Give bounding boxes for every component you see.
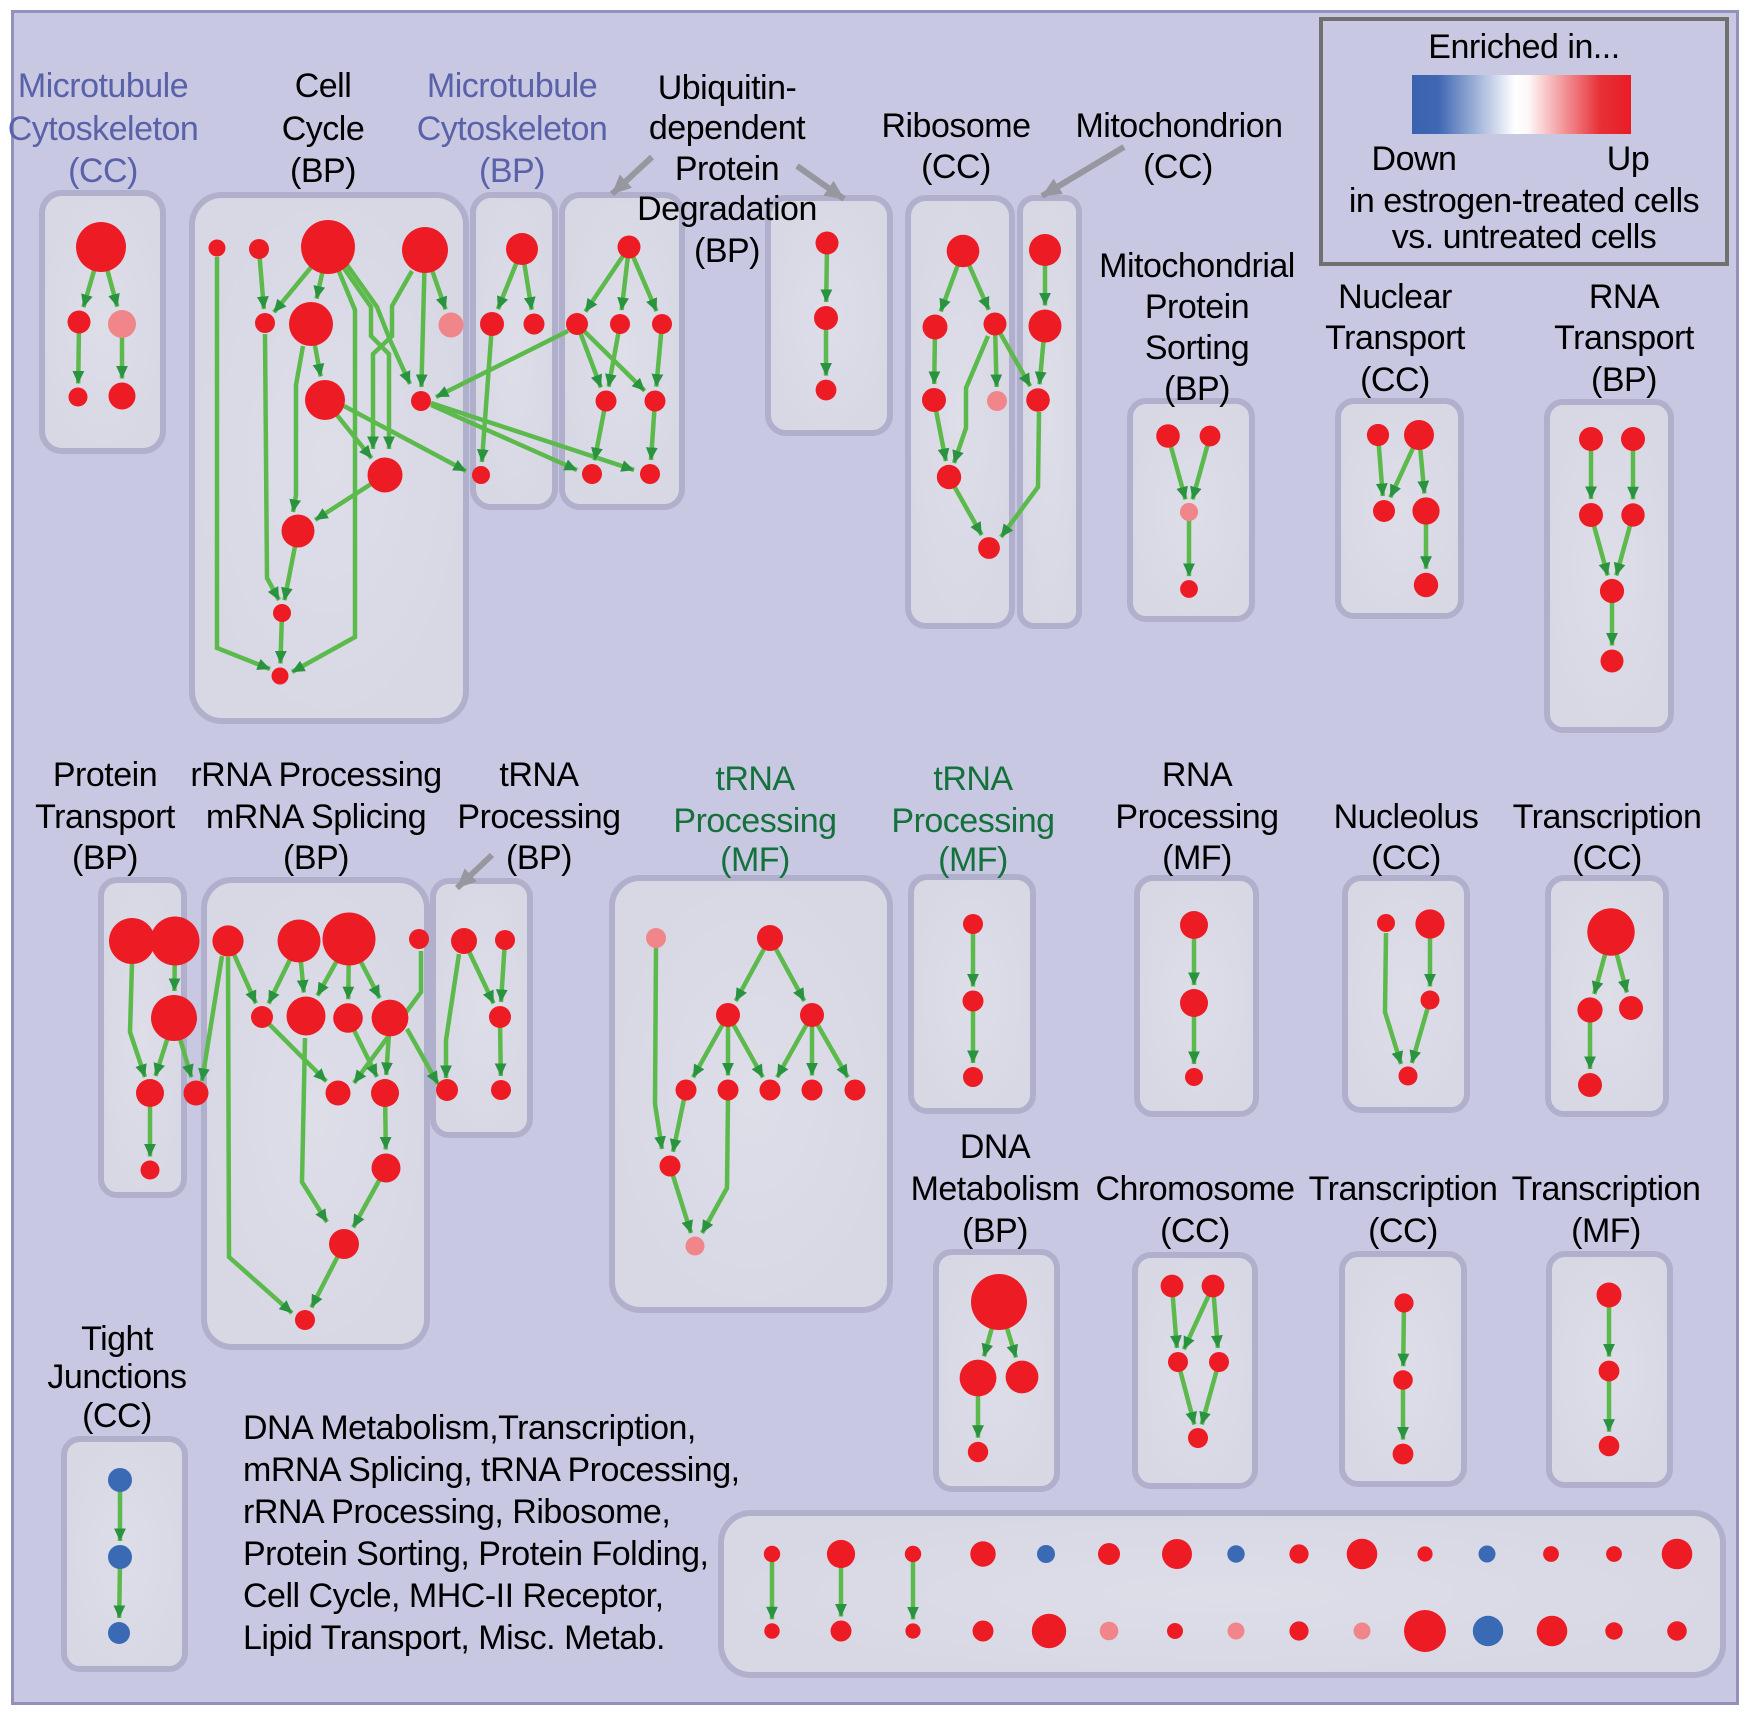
- svg-text:vs. untreated cells: vs. untreated cells: [1392, 218, 1657, 256]
- svg-text:(BP): (BP): [479, 152, 545, 190]
- svg-text:DNA: DNA: [960, 1128, 1031, 1166]
- svg-text:rRNA Processing: rRNA Processing: [190, 756, 441, 794]
- svg-text:mRNA Splicing: mRNA Splicing: [206, 798, 426, 836]
- svg-text:Lipid Transport, Misc. Metab.: Lipid Transport, Misc. Metab.: [243, 1619, 665, 1657]
- svg-text:Processing: Processing: [673, 802, 836, 840]
- svg-text:tRNA: tRNA: [933, 760, 1013, 798]
- svg-text:(CC): (CC): [1371, 839, 1441, 877]
- svg-text:RNA: RNA: [1162, 756, 1233, 794]
- svg-text:Mitochondrion: Mitochondrion: [1075, 107, 1282, 145]
- svg-text:Protein: Protein: [675, 150, 779, 188]
- svg-text:Nuclear: Nuclear: [1338, 278, 1452, 316]
- svg-text:Protein Sorting, Protein Foldi: Protein Sorting, Protein Folding,: [243, 1535, 708, 1573]
- svg-text:tRNA: tRNA: [715, 760, 795, 798]
- svg-text:Ribosome: Ribosome: [881, 107, 1030, 145]
- svg-text:Sorting: Sorting: [1145, 329, 1249, 367]
- svg-text:Cell Cycle, MHC-II Receptor,: Cell Cycle, MHC-II Receptor,: [243, 1577, 664, 1615]
- svg-text:tRNA: tRNA: [499, 756, 579, 794]
- svg-text:(CC): (CC): [1143, 148, 1213, 186]
- svg-text:RNA: RNA: [1589, 278, 1660, 316]
- svg-text:(CC): (CC): [921, 148, 991, 186]
- svg-text:Mitochondrial: Mitochondrial: [1099, 247, 1295, 285]
- svg-text:Transport: Transport: [1554, 319, 1695, 357]
- svg-text:(CC): (CC): [68, 152, 138, 190]
- svg-text:Transcription: Transcription: [1512, 1170, 1701, 1208]
- svg-text:Metabolism: Metabolism: [911, 1170, 1080, 1208]
- svg-text:(BP): (BP): [290, 152, 356, 190]
- svg-text:(BP): (BP): [1591, 361, 1657, 399]
- svg-text:Cytoskeleton: Cytoskeleton: [417, 110, 608, 148]
- svg-text:Processing: Processing: [1115, 798, 1278, 836]
- svg-text:Transport: Transport: [1325, 319, 1466, 357]
- svg-text:Transcription: Transcription: [1513, 798, 1702, 836]
- svg-text:Protein: Protein: [1145, 288, 1249, 326]
- svg-text:Up: Up: [1607, 140, 1649, 178]
- svg-text:(CC): (CC): [1572, 839, 1642, 877]
- svg-text:Transcription: Transcription: [1309, 1170, 1498, 1208]
- svg-text:Cycle: Cycle: [282, 110, 365, 148]
- svg-text:Enriched in...: Enriched in...: [1428, 28, 1619, 66]
- svg-text:(CC): (CC): [1160, 1212, 1230, 1250]
- svg-text:Protein: Protein: [53, 756, 157, 794]
- svg-text:(BP): (BP): [962, 1212, 1028, 1250]
- svg-text:rRNA Processing, Ribosome,: rRNA Processing, Ribosome,: [243, 1493, 670, 1531]
- svg-text:Down: Down: [1372, 140, 1457, 178]
- svg-text:DNA Metabolism,Transcription,: DNA Metabolism,Transcription,: [243, 1409, 696, 1447]
- svg-text:Junctions: Junctions: [47, 1358, 186, 1396]
- svg-text:(CC): (CC): [82, 1397, 152, 1435]
- svg-text:mRNA Splicing, tRNA Processing: mRNA Splicing, tRNA Processing,: [243, 1451, 740, 1489]
- svg-text:Cytoskeleton: Cytoskeleton: [8, 110, 199, 148]
- svg-text:Microtubule: Microtubule: [427, 67, 597, 105]
- svg-text:(BP): (BP): [283, 839, 349, 877]
- svg-text:Microtubule: Microtubule: [18, 67, 188, 105]
- svg-text:in estrogen-treated cells: in estrogen-treated cells: [1349, 182, 1699, 220]
- svg-text:Ubiquitin-: Ubiquitin-: [658, 69, 797, 107]
- svg-text:(MF): (MF): [938, 841, 1008, 879]
- svg-text:dependent: dependent: [649, 109, 806, 147]
- svg-text:(BP): (BP): [72, 839, 138, 877]
- svg-text:Transport: Transport: [35, 798, 176, 836]
- svg-text:(MF): (MF): [1162, 839, 1232, 877]
- svg-text:Chromosome: Chromosome: [1095, 1170, 1294, 1208]
- svg-text:Processing: Processing: [891, 802, 1054, 840]
- svg-text:Nucleolus: Nucleolus: [1334, 798, 1479, 836]
- svg-text:(CC): (CC): [1368, 1212, 1438, 1250]
- svg-text:(MF): (MF): [720, 841, 790, 879]
- svg-text:Processing: Processing: [457, 798, 620, 836]
- svg-text:(BP): (BP): [694, 232, 760, 270]
- svg-text:Cell: Cell: [295, 67, 352, 105]
- svg-text:(MF): (MF): [1571, 1212, 1641, 1250]
- svg-text:(BP): (BP): [506, 839, 572, 877]
- svg-text:(CC): (CC): [1360, 361, 1430, 399]
- svg-text:(BP): (BP): [1164, 370, 1230, 408]
- svg-text:Tight: Tight: [81, 1320, 154, 1358]
- svg-text:Degradation: Degradation: [637, 190, 817, 228]
